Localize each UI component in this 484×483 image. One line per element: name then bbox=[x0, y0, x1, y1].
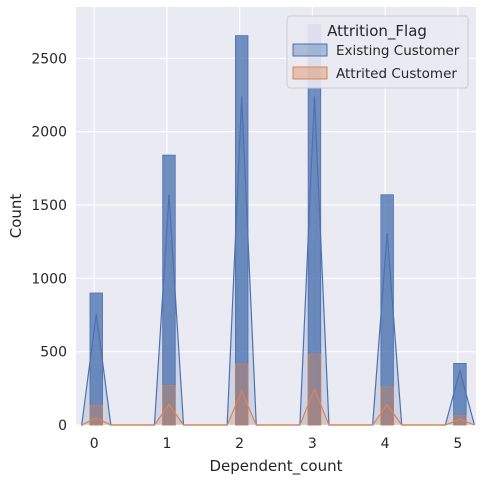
kde-attrited bbox=[81, 387, 475, 426]
y-axis-label: Count bbox=[7, 194, 25, 239]
y-tick-label: 0 bbox=[58, 418, 67, 434]
x-tick-label: 3 bbox=[308, 436, 317, 452]
x-axis-label: Dependent_count bbox=[210, 457, 343, 476]
legend-swatch-existing bbox=[292, 43, 328, 57]
legend-label-attrited: Attrited Customer bbox=[336, 66, 457, 82]
legend-swatch-attrited bbox=[292, 66, 328, 80]
x-tick-label: 2 bbox=[235, 436, 244, 452]
kde-curves bbox=[81, 96, 476, 426]
y-tick-label: 2500 bbox=[31, 51, 67, 67]
bar-attrited bbox=[89, 404, 103, 426]
legend-label-existing: Existing Customer bbox=[336, 43, 460, 59]
x-tick-labels: 0 1 2 3 4 5 bbox=[90, 436, 463, 452]
bar-attrited bbox=[453, 415, 467, 426]
bar-attrited bbox=[380, 386, 394, 426]
y-tick-labels: 0 500 1000 1500 2000 2500 bbox=[31, 51, 67, 434]
y-tick-label: 1500 bbox=[31, 198, 67, 214]
y-tick-label: 2000 bbox=[31, 125, 67, 141]
x-tick-label: 0 bbox=[90, 436, 99, 452]
bar-attrited bbox=[235, 363, 249, 426]
legend-box bbox=[286, 15, 469, 89]
x-tick-label: 4 bbox=[381, 436, 390, 452]
x-tick-label: 5 bbox=[453, 436, 462, 452]
y-tick-label: 1000 bbox=[31, 271, 67, 287]
legend-title: Attrition_Flag bbox=[327, 22, 427, 41]
x-tick-label: 1 bbox=[162, 436, 171, 452]
y-tick-label: 500 bbox=[40, 345, 67, 361]
legend: Attrition_Flag Existing Customer Attrite… bbox=[286, 15, 469, 89]
